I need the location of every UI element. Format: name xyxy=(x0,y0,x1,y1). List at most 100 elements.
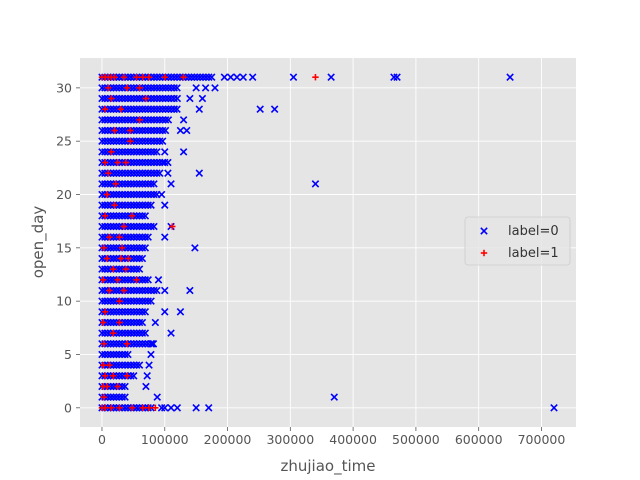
point-label1 xyxy=(114,276,121,284)
point-label0 xyxy=(147,297,155,305)
point-label0 xyxy=(124,244,132,252)
point-label0 xyxy=(127,201,135,209)
point-label0 xyxy=(201,84,210,92)
point-label0 xyxy=(121,276,129,284)
point-label0 xyxy=(144,180,152,188)
point-label0 xyxy=(167,329,175,337)
point-label0 xyxy=(141,276,150,284)
point-label0 xyxy=(153,94,161,103)
point-label0 xyxy=(138,276,147,284)
point-label0 xyxy=(121,169,129,177)
point-label0 xyxy=(115,340,124,348)
point-label0 xyxy=(112,105,121,113)
point-label0 xyxy=(186,94,194,103)
point-label0 xyxy=(226,73,235,81)
point-label0 xyxy=(143,372,151,380)
point-label0 xyxy=(121,180,129,188)
point-label0 xyxy=(141,169,150,177)
point-label0 xyxy=(138,254,147,263)
point-label0 xyxy=(164,105,173,113)
point-label0 xyxy=(127,361,135,369)
point-label0 xyxy=(109,254,118,263)
point-label1 xyxy=(117,105,125,113)
point-label0 xyxy=(118,158,126,167)
point-label0 xyxy=(164,94,173,103)
point-label0 xyxy=(109,116,118,124)
point-label0 xyxy=(132,212,141,220)
point-label0 xyxy=(129,126,138,135)
point-label0 xyxy=(127,190,135,199)
legend-x-marker xyxy=(480,227,488,235)
legend-plus-marker xyxy=(480,249,488,257)
point-label0 xyxy=(144,233,152,241)
point-label0 xyxy=(179,116,188,124)
point-label0 xyxy=(127,148,135,156)
point-label0 xyxy=(144,201,152,209)
point-label0 xyxy=(103,318,112,327)
x-tick-label: 400000 xyxy=(329,432,377,447)
point-label0 xyxy=(144,286,152,295)
point-label0 xyxy=(121,308,129,316)
point-label0 xyxy=(109,105,118,113)
point-label1 xyxy=(114,159,121,166)
y-axis-ticks: 0 5 10 15 20 25 30 xyxy=(56,80,80,415)
point-label0 xyxy=(135,137,144,145)
point-label0 xyxy=(132,340,141,348)
point-label0 xyxy=(144,190,152,199)
point-label0 xyxy=(112,286,121,295)
point-label0 xyxy=(141,222,150,231)
point-label0 xyxy=(115,222,124,231)
point-label0 xyxy=(118,212,126,220)
point-label0 xyxy=(150,84,158,92)
point-label0 xyxy=(132,329,141,337)
y-axis-title: open_day xyxy=(29,206,48,279)
point-label0 xyxy=(98,350,106,359)
point-label0 xyxy=(138,105,147,113)
point-label1 xyxy=(100,340,108,348)
point-label0 xyxy=(167,94,176,103)
point-label1 xyxy=(169,223,176,230)
x-tick-label: 300000 xyxy=(266,432,314,447)
point-label0 xyxy=(132,297,141,305)
point-label0 xyxy=(132,404,141,412)
point-label0 xyxy=(150,116,158,124)
point-label0 xyxy=(106,158,115,167)
x-tick-label: 100000 xyxy=(141,432,189,447)
point-label0 xyxy=(161,94,170,103)
point-label0 xyxy=(138,148,147,156)
point-label0 xyxy=(103,222,112,231)
point-label0 xyxy=(121,201,129,209)
point-label0 xyxy=(118,350,126,359)
point-label0 xyxy=(112,350,121,359)
point-label0 xyxy=(144,126,152,135)
point-label0 xyxy=(141,297,150,305)
point-label0 xyxy=(135,244,144,252)
point-label0 xyxy=(142,382,150,391)
point-label0 xyxy=(132,158,141,167)
point-label1 xyxy=(108,404,115,412)
point-label0 xyxy=(155,84,164,92)
point-label0 xyxy=(167,73,176,81)
point-label0 xyxy=(144,276,152,284)
point-label0 xyxy=(124,116,132,124)
point-label0 xyxy=(270,105,279,113)
point-label0 xyxy=(112,212,121,220)
y-tick-label: 15 xyxy=(56,240,72,255)
point-label0 xyxy=(150,222,158,231)
point-label0 xyxy=(115,393,124,401)
point-label0 xyxy=(127,116,135,124)
point-label1 xyxy=(100,361,107,369)
point-label0 xyxy=(199,73,207,81)
point-label0 xyxy=(112,222,121,231)
point-label0 xyxy=(129,254,138,263)
point-label0 xyxy=(124,94,132,103)
point-label0 xyxy=(158,137,167,145)
point-label0 xyxy=(106,105,115,113)
point-label0 xyxy=(106,126,115,135)
point-label0 xyxy=(121,404,129,412)
point-label0 xyxy=(135,212,144,220)
point-label1 xyxy=(100,393,108,401)
point-label0 xyxy=(155,169,164,177)
point-label0 xyxy=(138,169,147,177)
point-label0 xyxy=(233,73,241,81)
